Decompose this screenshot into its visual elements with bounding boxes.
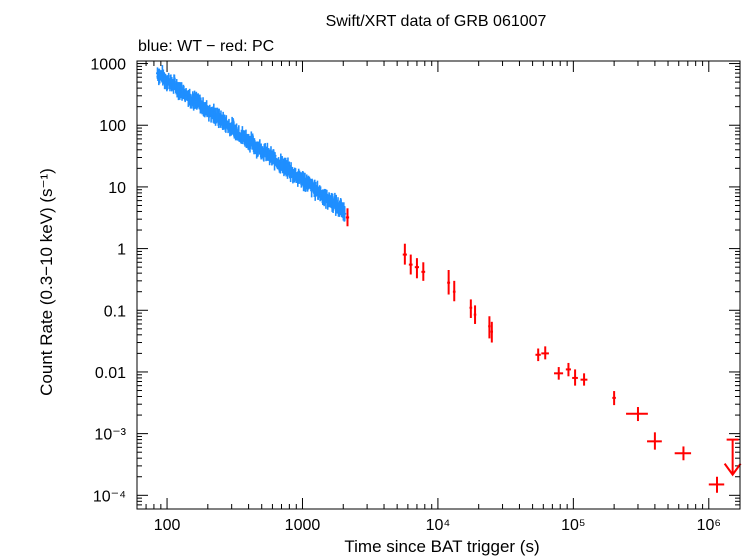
pc-point xyxy=(408,254,413,275)
x-tick-label: 10⁶ xyxy=(697,517,721,534)
x-tick-label: 100 xyxy=(154,517,181,534)
y-tick-label: 10⁻³ xyxy=(94,427,126,444)
pc-point xyxy=(345,208,350,227)
x-axis-label: Time since BAT trigger (s) xyxy=(344,537,539,556)
pc-point xyxy=(612,391,616,406)
pc-point xyxy=(626,407,648,422)
y-tick-label: 0.1 xyxy=(104,303,126,320)
pc-point xyxy=(473,305,477,324)
pc-point xyxy=(572,369,578,386)
pc-point xyxy=(535,348,541,362)
pc-point xyxy=(447,269,451,295)
series-wt xyxy=(155,65,347,222)
pc-point xyxy=(541,346,549,360)
pc-point xyxy=(414,258,420,279)
pc-point xyxy=(580,373,588,386)
pc-point xyxy=(488,316,491,339)
pc-point xyxy=(708,476,725,493)
y-tick-label: 1000 xyxy=(90,57,126,74)
x-tick-label: 10⁴ xyxy=(426,517,451,534)
series-pc xyxy=(345,208,742,493)
pc-upper-limit xyxy=(723,438,742,477)
pc-point xyxy=(647,432,662,450)
pc-point xyxy=(565,362,571,377)
axis-ticks: 100 1000 10⁴ 10⁵ 10⁶ 1000 100 10 1 0.1 0.01 10⁻³ 10⁻… xyxy=(90,57,740,534)
x-tick-label: 1000 xyxy=(285,517,321,534)
pc-point xyxy=(452,280,456,302)
chart-subtitle: blue: WT − red: PC xyxy=(138,38,274,55)
pc-point xyxy=(421,262,426,281)
y-tick-label: 10 xyxy=(108,180,126,197)
y-tick-label: 10⁻⁴ xyxy=(93,488,126,505)
upper-limit-arrow xyxy=(723,463,742,477)
plot-frame xyxy=(136,60,741,510)
y-tick-label: 1 xyxy=(117,242,126,259)
chart-title: Swift/XRT data of GRB 061007 xyxy=(326,13,547,30)
y-tick-label: 100 xyxy=(99,118,126,135)
x-tick-label: 10⁵ xyxy=(561,517,585,534)
pc-point xyxy=(674,446,692,461)
pc-point xyxy=(554,367,564,380)
pc-point xyxy=(402,243,407,265)
y-axis-label: Count Rate (0.3−10 keV) (s⁻¹) xyxy=(37,168,56,396)
y-tick-label: 0.01 xyxy=(95,365,126,382)
pc-point xyxy=(469,299,473,318)
pc-point xyxy=(490,321,493,343)
